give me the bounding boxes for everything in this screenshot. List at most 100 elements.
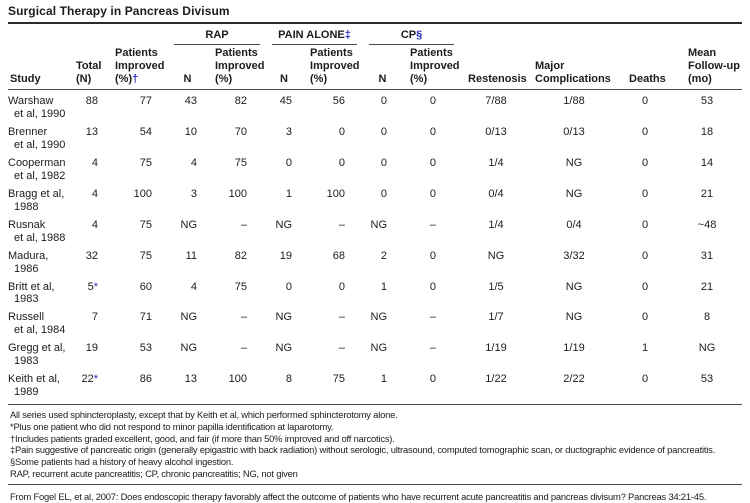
cell-improved: 54 [139,125,152,138]
cell-followup: 21 [700,187,714,200]
study-name-line1: Brenner [8,125,48,138]
table-row: Rusnak et al, 1988 4 75 NG – NG – NG – 1/4 0/4 0 ~48 [8,214,742,245]
cell-rap-n: NG [180,342,198,355]
table-row: Cooperman et al, 1982 4 75 4 75 0 0 0 0 1/4 NG 0 14 [8,152,742,183]
study-name-line1: Cooperman [8,156,66,169]
cell-pain-improved: 56 [332,94,346,107]
cell-improved: 75 [139,249,152,262]
study-name-line1: Gregg et al, [8,342,66,355]
cell-cp-n: 0 [380,94,388,107]
cell-cp-improved: – [429,311,437,324]
cell-cp-n: 1 [380,280,388,293]
cell-pain-n: NG [275,218,293,231]
column-header-cp-n: N [365,44,401,90]
group-header-pain-alone: PAIN ALONE‡ [268,24,365,45]
cell-cp-n: NG [370,342,388,355]
cell-improved: 71 [139,311,152,324]
cell-followup: NG [698,342,716,355]
cell-restenosis: 1/4 [488,156,504,169]
group-header-label: RAP [174,29,261,45]
cell-major: NG [565,187,583,200]
column-header-major: Major Complications [530,44,619,90]
cell-improved: 77 [139,94,152,107]
cell-deaths: 0 [641,187,649,200]
cell-followup: 53 [672,368,743,406]
cell-followup: 14 [700,156,714,169]
cell-total: 13 [85,125,98,138]
study-name-line2: et al, 1988 [14,231,66,244]
cell-deaths: 0 [641,125,649,138]
cell-improved: 100 [133,187,152,200]
cell-pain-n: 3 [285,125,293,138]
group-header-spacer [462,24,742,45]
cell-rap-improved: 82 [234,94,248,107]
cell-total: 19 [85,342,98,355]
cell-pain-improved: 68 [332,249,346,262]
cell-cp-n: 0 [380,125,388,138]
study-name-line2: et al, 1990 [14,107,66,120]
table-row: Warshaw et al, 1990 88 77 43 82 45 56 0 0 7/88 1/88… [8,89,742,120]
cell-total: 4 [91,218,98,231]
cell-cp-n: 0 [380,187,388,200]
cell-pain-improved: – [338,342,346,355]
cell-pain-n: NG [275,311,293,324]
table-row: Britt et al, 1983 5* 60 4 75 0 0 1 0 1/5 NG 0 21 [8,276,742,307]
cell-major: NG [565,156,583,169]
group-header-label: CP§ [369,29,455,45]
cell-pain-n: 8 [268,368,301,406]
cell-pain-n: 0 [285,280,293,293]
cell-major: 0/4 [566,218,582,231]
study-name-line2: 1986 [14,262,39,275]
column-header-followup: Mean Follow-up (mo) [672,44,743,90]
cell-study: Cooperman et al, 1982 [8,152,72,183]
group-header-spacer [8,24,170,45]
cell-pain-n: 1 [285,187,293,200]
cell-pain-n: NG [275,342,293,355]
study-name-line2: et al, 1982 [14,169,66,182]
study-name-line2: 1983 [14,293,39,306]
footnote: †Includes patients graded excellent, goo… [10,432,395,444]
table-title: Surgical Therapy in Pancreas Divisum [8,4,230,18]
cell-rap-n: NG [180,218,198,231]
cell-pain-improved: 0 [338,280,346,293]
table-row: Brenner et al, 1990 13 54 10 70 3 0 0 0 0/13 0/13 0 1… [8,121,742,152]
cell-major: 1/19 [563,342,585,355]
cell-deaths: 1 [641,342,649,355]
cell-cp-improved: 0 [400,368,463,406]
column-header-pain-n: N [268,44,301,90]
column-header-deaths: Deaths [618,44,673,90]
cell-cp-n: NG [370,311,388,324]
source-citation: From Fogel EL, et al, 2007: Does endosco… [10,491,707,503]
group-header-cp: CP§ [365,24,462,45]
column-header-improved: Patients Improved (%)† [108,44,170,90]
study-name-line2: et al, 1984 [14,324,66,337]
cell-study: Madura, 1986 [8,245,72,276]
cell-pain-improved: – [338,218,346,231]
cell-cp-improved: – [429,342,437,355]
footnote: *Plus one patient who did not respond to… [10,420,334,432]
column-header-pain-improved: Patients Improved (%) [300,44,366,90]
cell-deaths: 0 [641,94,649,107]
cell-major: 2/22 [530,368,619,406]
group-header-label: PAIN ALONE‡ [272,29,358,45]
cell-cp-improved: 0 [429,94,437,107]
title-rule [8,22,742,24]
cell-study: Rusnak et al, 1988 [8,214,72,245]
cell-rap-n: 13 [170,368,205,406]
cell-total: 5* [87,280,98,293]
footnote-marker: † [132,72,139,85]
group-header-row: RAP PAIN ALONE‡ CP§ [8,24,742,45]
cell-total: 88 [85,94,98,107]
cell-restenosis: 0/13 [485,125,507,138]
cell-study: Warshaw et al, 1990 [8,89,72,120]
study-name-line2: 1983 [14,355,39,368]
cell-cp-n: 0 [380,156,388,169]
cell-major: NG [565,311,583,324]
table-body: Warshaw et al, 1990 88 77 43 82 45 56 0 0 7/88 1/88… [8,89,743,406]
cell-restenosis: 0/4 [488,187,504,200]
cell-pain-improved: – [338,311,346,324]
column-header-total: Total (N) [72,44,108,90]
cell-improved: 53 [139,342,152,355]
column-header-rap-improved: Patients Improved (%) [205,44,269,90]
